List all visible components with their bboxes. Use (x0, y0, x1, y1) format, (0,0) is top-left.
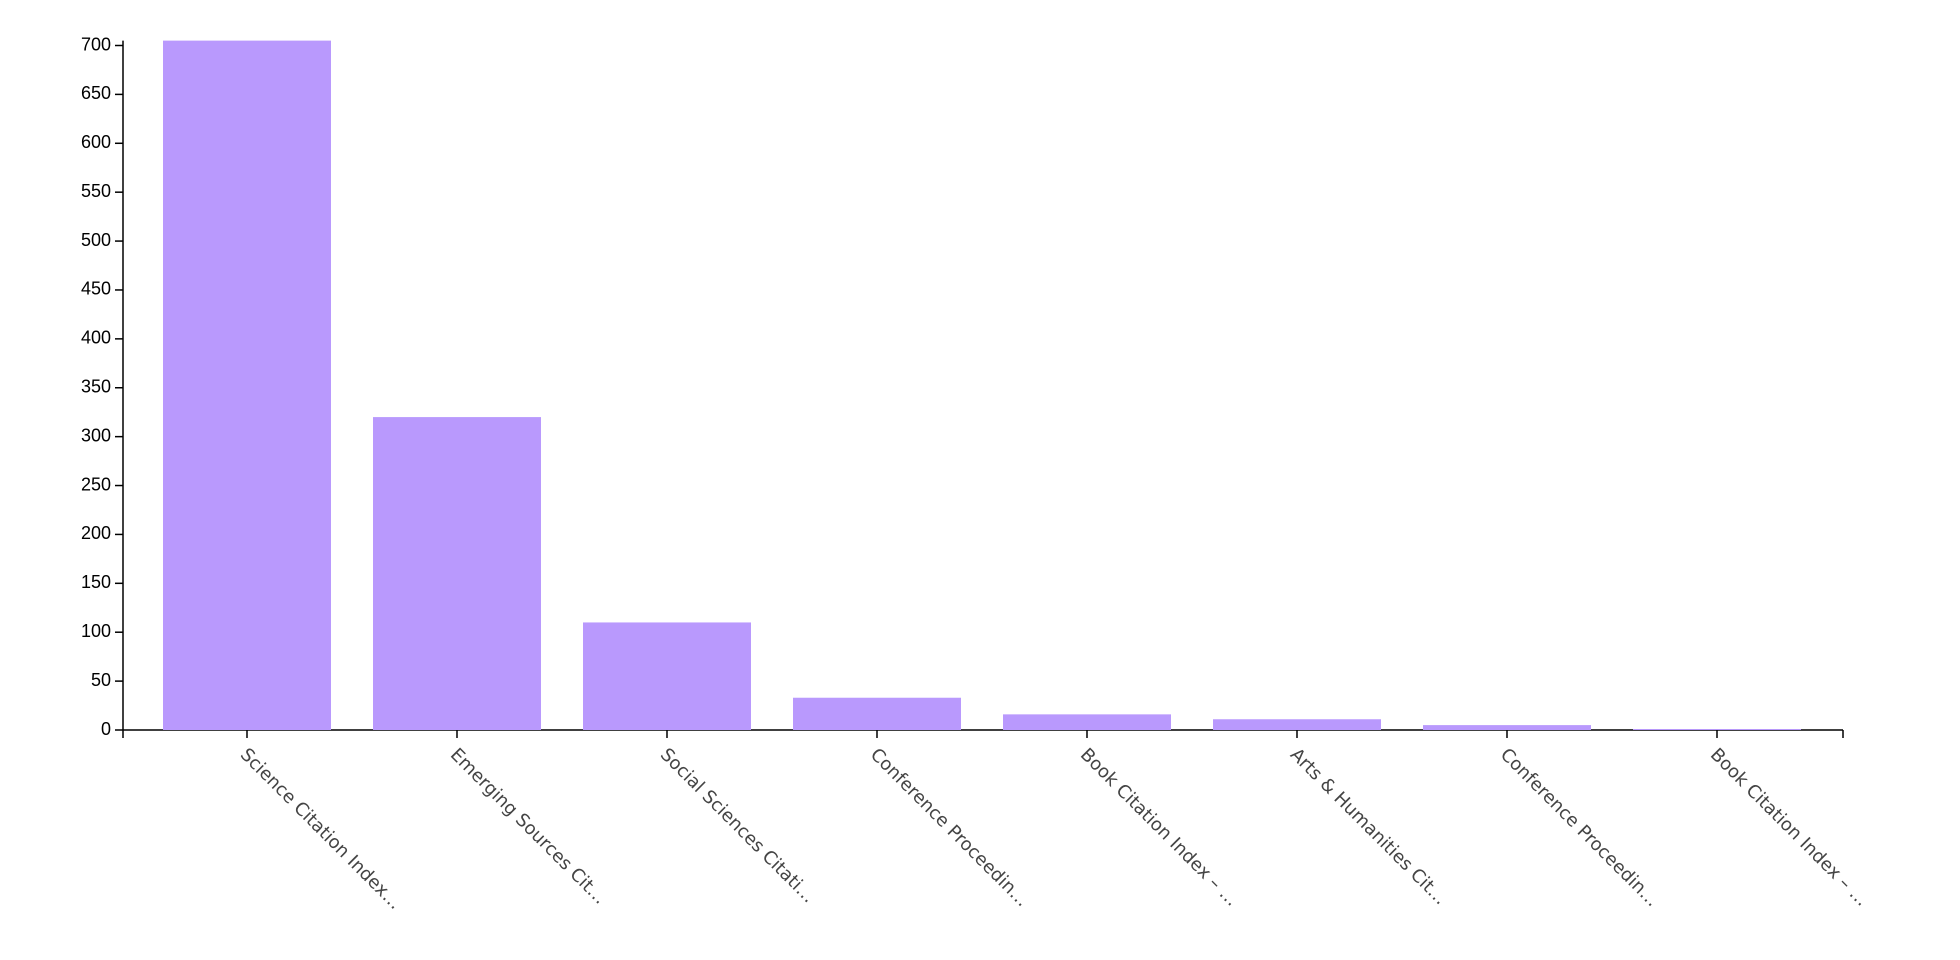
x-tick-label: Conference Proceedin… (1496, 744, 1663, 911)
bar (373, 417, 541, 730)
y-tick-label: 450 (81, 279, 111, 299)
bar (1633, 729, 1801, 730)
bar (583, 622, 751, 730)
y-tick-label: 200 (81, 523, 111, 543)
y-tick-label: 500 (81, 230, 111, 250)
bar (1003, 714, 1171, 730)
x-tick-label: Book Citation Index – … (1076, 744, 1242, 910)
x-tick-label: Social Sciences Citati… (656, 744, 819, 907)
bar (1423, 725, 1591, 730)
y-tick-label: 50 (91, 670, 111, 690)
y-tick-label: 650 (81, 83, 111, 103)
x-tick-label: Book Citation Index – … (1706, 744, 1872, 910)
x-tick-label: Arts & Humanities Cit… (1286, 744, 1451, 909)
y-tick-label: 0 (101, 719, 111, 739)
y-tick-label: 550 (81, 181, 111, 201)
x-tick-label: Emerging Sources Cit… (446, 744, 610, 908)
y-tick-label: 100 (81, 621, 111, 641)
y-tick-label: 250 (81, 474, 111, 494)
y-tick-label: 300 (81, 425, 111, 445)
y-tick-label: 400 (81, 328, 111, 348)
bar (793, 697, 961, 730)
bar (163, 40, 331, 730)
y-tick-label: 600 (81, 132, 111, 152)
x-tick-label: Science Citation Index… (236, 744, 406, 914)
y-tick-label: 700 (81, 34, 111, 54)
x-tick-label: Conference Proceedin… (866, 744, 1033, 911)
bar (1213, 719, 1381, 730)
y-tick-label: 150 (81, 572, 111, 592)
y-tick-label: 350 (81, 377, 111, 397)
